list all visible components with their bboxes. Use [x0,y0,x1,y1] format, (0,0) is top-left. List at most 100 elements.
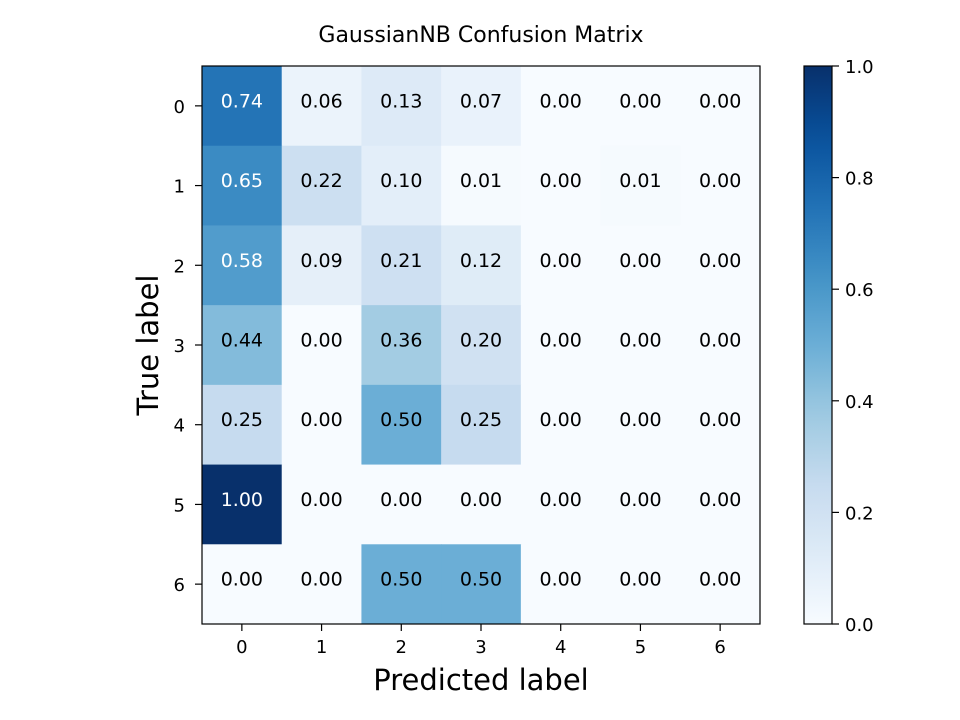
heatmap-cell [441,305,522,386]
heatmap-cell [680,384,761,466]
heatmap-cell [202,464,283,545]
cell-value-label: 0.74 [221,90,263,112]
heatmap-cell [441,384,522,466]
cell-value-label: 0.00 [540,330,582,352]
heatmap-cell [600,464,681,545]
y-tick-label: 4 [174,416,185,437]
heatmap-cell [361,544,442,625]
cell-value-label: 0.00 [699,170,741,192]
cell-value-label: 0.00 [380,489,422,511]
cell-value-label: 1.00 [221,489,263,511]
cell-value-label: 0.00 [699,569,741,591]
heatmap-cell [600,384,681,466]
cell-value-label: 0.01 [460,170,502,192]
heatmap-cell [281,384,362,466]
y-tick-label: 0 [174,97,185,118]
cell-value-label: 0.50 [380,569,422,591]
heatmap-cell [202,544,283,625]
heatmap-cell [441,225,522,306]
cell-value-label: 0.00 [699,330,741,352]
heatmap-cell [361,305,442,386]
heatmap-cell [520,384,602,466]
heatmap-cell [281,66,362,147]
cell-value-label: 0.00 [619,330,661,352]
cell-value-label: 0.00 [619,409,661,431]
heatmap-cell [680,305,761,386]
heatmap-cell [600,145,681,226]
colorbar-tick-label: 1.0 [845,57,874,78]
heatmap-cell [281,544,362,625]
heatmap-cell [202,305,283,386]
cell-value-label: 0.25 [460,409,502,431]
heatmap-cell [281,225,362,306]
heatmap-cell [520,464,602,545]
cell-value-label: 0.00 [540,489,582,511]
heatmap-cell [361,66,442,147]
cell-value-label: 0.21 [380,250,422,272]
x-tick-label: 1 [316,637,327,658]
heatmap-cell [202,145,283,226]
cell-value-label: 0.01 [619,170,661,192]
x-axis-ticks: 0 1 2 3 4 5 6 [236,624,726,658]
cell-value-label: 0.50 [380,409,422,431]
cell-value-label: 0.06 [300,90,342,112]
x-tick-label: 0 [236,637,247,658]
cell-value-label: 0.00 [619,250,661,272]
y-tick-label: 2 [174,256,185,277]
cell-value-label: 0.12 [460,250,502,272]
heatmap-cell [520,305,602,386]
heatmap-cell [441,145,522,226]
cell-value-label: 0.00 [540,170,582,192]
y-tick-label: 5 [174,495,185,516]
heatmap-cell [680,145,761,226]
cell-value-label: 0.44 [221,330,263,352]
cell-value-label: 0.00 [619,90,661,112]
x-tick-label: 5 [635,637,646,658]
heatmap-cell [600,544,681,625]
heatmap-cell [520,66,602,147]
x-tick-label: 3 [475,637,486,658]
heatmap-cell [202,384,283,466]
cell-value-label: 0.00 [699,409,741,431]
x-axis-title: Predicted label [373,663,589,697]
colorbar-tick-label: 0.2 [845,503,874,524]
y-axis-title: True label [131,275,165,417]
cell-value-label: 0.58 [221,250,263,272]
cell-value-label: 0.50 [460,569,502,591]
y-axis-ticks: 0 1 2 3 4 5 6 [174,97,202,596]
heatmap-cell [680,225,761,306]
heatmap-cell [520,225,602,306]
cell-value-label: 0.00 [300,489,342,511]
cell-value-label: 0.22 [300,170,342,192]
cell-value-label: 0.00 [300,330,342,352]
heatmap-cell [281,464,362,545]
cell-value-label: 0.00 [300,409,342,431]
cell-value-labels: 0.74 0.06 0.13 0.07 0.00 0.00 0.00 0.65 0.22 0.10… [221,90,742,590]
heatmap-cell [680,544,761,625]
colorbar-tick-label: 0.0 [845,615,874,636]
colorbar-ticks: 0.0 0.2 0.4 0.6 0.8 1.0 [832,57,874,636]
cell-value-label: 0.65 [221,170,263,192]
y-tick-label: 6 [174,575,185,596]
cell-value-label: 0.25 [221,409,263,431]
heatmap-cell [281,145,362,226]
heatmap-cell [361,384,442,466]
heatmap-cells [202,66,761,625]
cell-value-label: 0.00 [300,569,342,591]
x-tick-label: 2 [396,637,407,658]
cell-value-label: 0.36 [380,330,422,352]
heatmap-cell [441,66,522,147]
cell-value-label: 0.00 [699,489,741,511]
colorbar-tick-label: 0.4 [845,392,874,413]
heatmap-cell [600,66,681,147]
heatmap-cell [202,225,283,306]
heatmap-cell [520,544,602,625]
colorbar [803,65,833,625]
cell-value-label: 0.00 [699,90,741,112]
cell-value-label: 0.00 [540,250,582,272]
colorbar-tick-label: 0.8 [845,169,874,190]
x-tick-label: 6 [714,637,725,658]
cell-value-label: 0.09 [300,250,342,272]
heatmap-cell [520,145,602,226]
